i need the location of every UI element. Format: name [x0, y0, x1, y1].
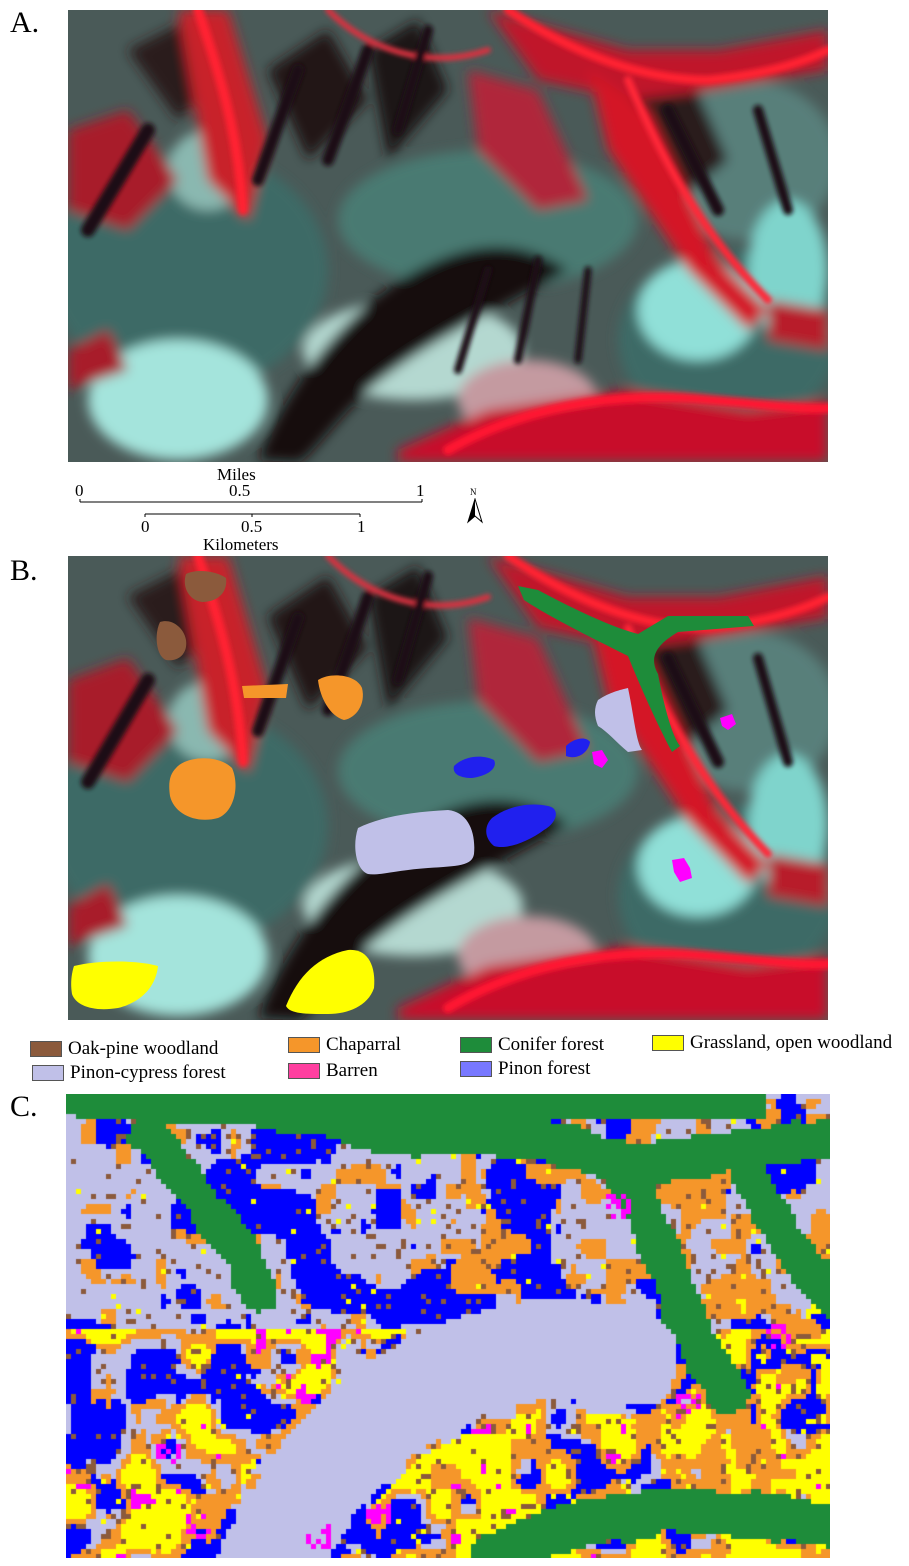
- barren-swatch: [288, 1063, 320, 1079]
- miles-tick-0: 0: [75, 481, 84, 500]
- km-tick-0-5: 0.5: [241, 517, 263, 536]
- conifer-swatch: [460, 1037, 492, 1053]
- legend: Oak-pine woodland Chaparral Conifer fore…: [30, 1030, 909, 1090]
- pinon-site-1: [566, 738, 590, 758]
- oak-pine-site-2: [156, 621, 187, 661]
- barren-site-1: [592, 750, 608, 768]
- oak-pine-swatch: [30, 1041, 62, 1057]
- panel-a-satellite-image: [68, 10, 828, 462]
- scale-bar: Miles 0 0.5 1 0 0.5 1 Kilometers: [60, 466, 500, 558]
- legend-label: Chaparral: [326, 1034, 401, 1055]
- grassland-site-2: [286, 949, 375, 1014]
- satellite-image-a: [68, 10, 828, 462]
- legend-item-grassland: Grassland, open woodland: [652, 1032, 892, 1054]
- classification-map-canvas: [66, 1094, 830, 1558]
- chaparral-site-2: [318, 675, 363, 720]
- chaparral-site-3: [169, 758, 236, 820]
- miles-tick-1: 1: [416, 481, 425, 500]
- panel-a-letter: A.: [10, 6, 40, 39]
- pinon-site-3: [486, 804, 556, 848]
- grassland-site-1: [71, 961, 158, 1010]
- miles-label: Miles: [217, 465, 256, 484]
- satellite-image-b: [68, 556, 828, 1020]
- legend-label: Pinon-cypress forest: [70, 1062, 226, 1083]
- legend-item-conifer: Conifer forest: [460, 1034, 604, 1056]
- legend-label: Grassland, open woodland: [690, 1032, 893, 1053]
- legend-item-pinon: Pinon forest: [460, 1058, 590, 1080]
- legend-item-pinon-cypress: Pinon-cypress forest: [32, 1062, 226, 1084]
- north-label: N: [470, 487, 477, 497]
- legend-label: Barren: [326, 1060, 378, 1081]
- pinon-swatch: [460, 1061, 492, 1077]
- scale-bar-lines: [79, 499, 423, 517]
- miles-tick-0-5: 0.5: [229, 481, 251, 500]
- panel-c-letter: C.: [10, 1090, 38, 1123]
- legend-label: Conifer forest: [498, 1034, 605, 1055]
- panel-c-classification-map: [66, 1094, 830, 1558]
- chaparral-site-1: [242, 684, 288, 698]
- panel-b-letter: B.: [10, 554, 38, 587]
- conifer-site: [518, 586, 754, 752]
- km-tick-1: 1: [357, 517, 366, 536]
- north-arrow: N: [465, 488, 485, 528]
- grassland-swatch: [652, 1035, 684, 1051]
- barren-site-2: [720, 714, 736, 730]
- barren-site-3: [672, 858, 692, 882]
- pinon-cypress-site-2: [355, 810, 475, 875]
- north-arrow-icon: [467, 498, 483, 524]
- training-polygons: [71, 571, 754, 1014]
- pinon-site-2: [453, 756, 495, 778]
- legend-item-barren: Barren: [288, 1060, 378, 1082]
- chaparral-swatch: [288, 1037, 320, 1053]
- legend-label: Pinon forest: [498, 1058, 591, 1079]
- legend-item-chaparral: Chaparral: [288, 1034, 401, 1056]
- km-label: Kilometers: [203, 535, 279, 554]
- oak-pine-site-1: [184, 571, 227, 602]
- pinon-cypress-site-1: [595, 688, 642, 752]
- legend-label: Oak-pine woodland: [68, 1038, 219, 1059]
- legend-item-oak-pine: Oak-pine woodland: [30, 1038, 218, 1060]
- km-tick-0: 0: [141, 517, 150, 536]
- panel-b-training-sites-image: [68, 556, 828, 1020]
- pinon-cypress-swatch: [32, 1065, 64, 1081]
